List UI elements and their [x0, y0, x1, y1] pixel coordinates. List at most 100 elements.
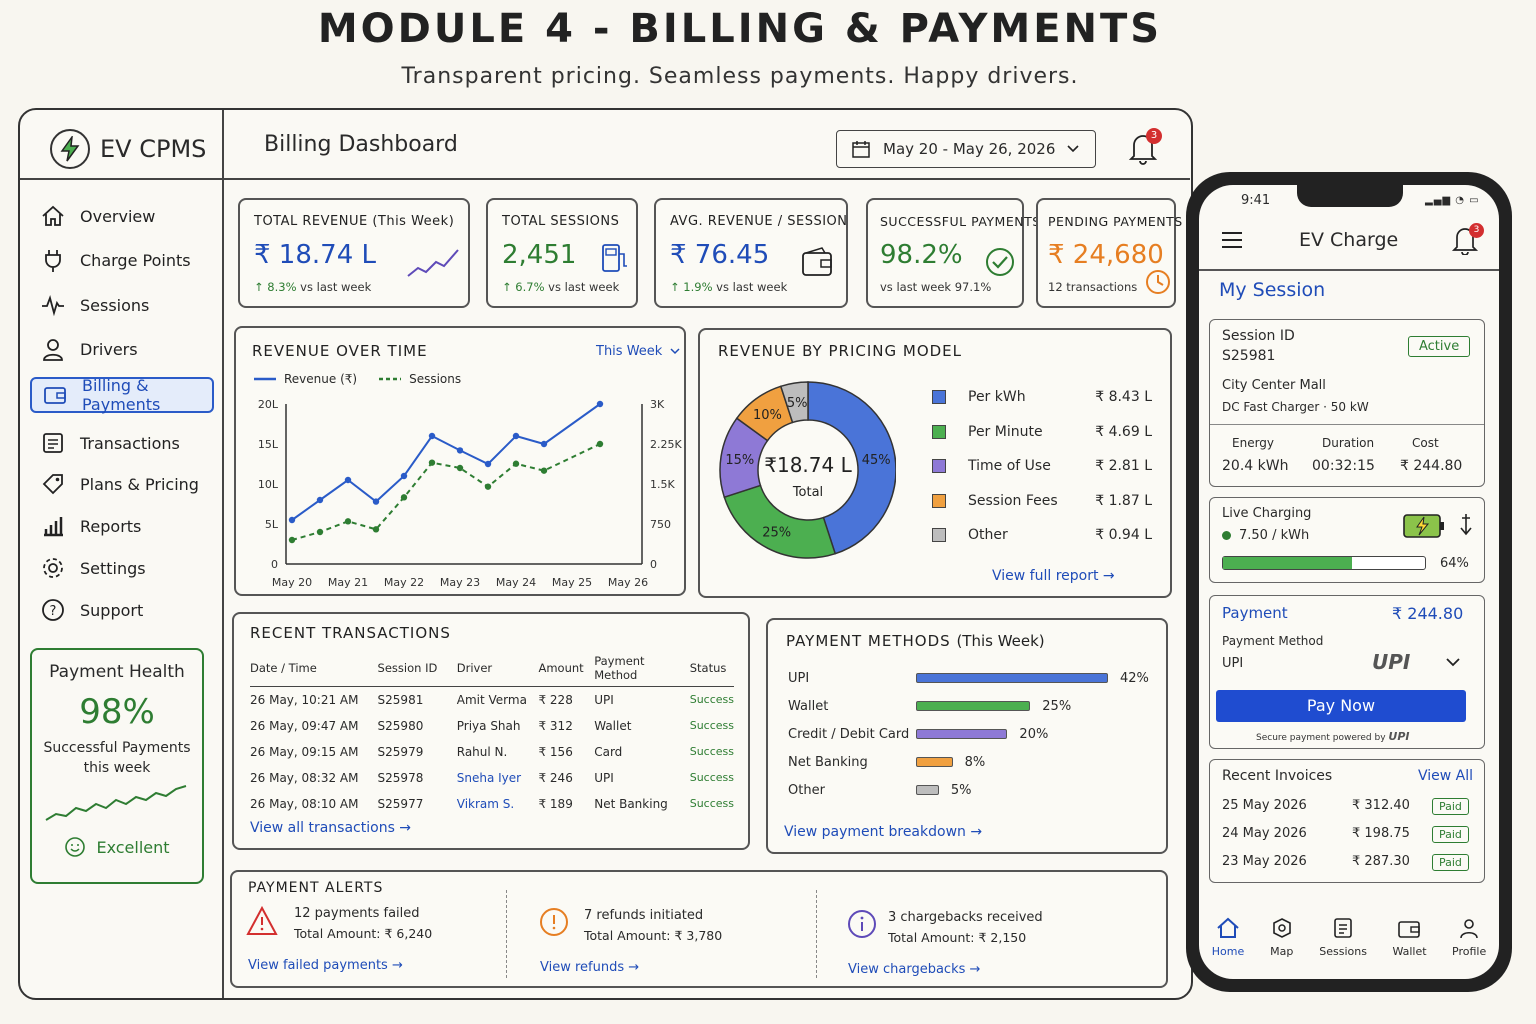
kpi-label: PENDING PAYMENTS [1048, 214, 1183, 229]
session-charger: DC Fast Charger · 50 kW [1222, 400, 1369, 414]
upi-logo: UPI [1372, 650, 1411, 674]
gear-icon [43, 558, 63, 578]
table-row[interactable]: 26 May, 08:32 AM S25978 Sneha Iyer ₹ 246 UPI… [250, 765, 734, 791]
sidebar-item-charge-points[interactable]: Charge Points [30, 242, 214, 278]
data-point [512, 460, 520, 467]
sidebar-item-sessions[interactable]: Sessions [30, 287, 214, 323]
sidebar-item-label: Sessions [80, 295, 150, 315]
payment-method-pct: 5% [950, 782, 972, 798]
sidebar-item-settings[interactable]: Settings [30, 550, 214, 586]
mobile-tab-bar: Home Map Sessions Wallet Profile [1199, 905, 1499, 975]
user-icon [43, 339, 63, 361]
kpi-delta-text: vs last week [716, 280, 788, 294]
tab-wallet[interactable]: Wallet [1392, 917, 1427, 958]
sidebar-item-reports[interactable]: Reports [30, 508, 214, 544]
sidebar-item-overview[interactable]: Overview [30, 198, 214, 234]
col-header: Driver [456, 654, 539, 687]
map-pin-icon [1272, 918, 1291, 938]
pricing-title: REVENUE BY PRICING MODEL [718, 342, 963, 360]
sidebar-item-plans[interactable]: Plans & Pricing [30, 466, 214, 502]
receipt-icon [43, 433, 63, 453]
battery-icon [1403, 514, 1444, 538]
date-range-picker[interactable]: May 20 - May 26, 2026 [836, 130, 1096, 168]
payment-method-label: UPI [788, 670, 810, 686]
payment-card: Payment ₹ 244.80 Payment Method UPI UPI … [1209, 595, 1485, 749]
cell-status: Success [689, 797, 734, 810]
tab-map[interactable]: Map [1270, 917, 1294, 958]
view-full-report-link[interactable]: View full report → [992, 568, 1115, 584]
table-row[interactable]: 26 May, 10:21 AM S25981 Amit Verma ₹ 228 UPI… [250, 687, 734, 713]
cell-driver: Amit Verma [456, 692, 527, 707]
kpi-total-revenue: TOTAL REVENUE (This Week) ₹ 18.74 L ↑ 8.… [238, 198, 470, 308]
view-payment-breakdown-link[interactable]: View payment breakdown → [784, 824, 983, 840]
charging-progress-fill [1223, 557, 1353, 569]
x-tick: May 21 [328, 576, 368, 589]
x-tick: May 23 [440, 576, 480, 589]
view-all-invoices-link[interactable]: View All [1418, 768, 1474, 784]
data-point [344, 518, 352, 525]
legend-amount: ₹ 0.94 L [1095, 527, 1152, 544]
alert-failed-payments: 12 payments failed Total Amount: ₹ 6,240… [246, 906, 526, 984]
kpi-avg-revenue: AVG. REVENUE / SESSION ₹ 76.45 ↑ 1.9% vs… [654, 198, 848, 308]
kpi-pending-payments: PENDING PAYMENTS ₹ 24,680 12 transaction… [1036, 198, 1182, 308]
energy-label: Energy [1232, 436, 1275, 450]
menu-icon[interactable] [1221, 231, 1243, 249]
payment-method-pct: 25% [1042, 698, 1072, 714]
pay-now-button[interactable]: Pay Now [1216, 690, 1466, 722]
chevron-down-icon[interactable] [1446, 658, 1460, 667]
view-chargebacks-link[interactable]: View chargebacks → [848, 962, 981, 977]
sidebar-item-label: Charge Points [80, 250, 191, 270]
slice-label: 5% [787, 396, 808, 411]
y-tick-left: 0 [271, 558, 278, 571]
data-point [540, 440, 548, 448]
cost-label: Cost [1412, 436, 1439, 450]
payment-method-bar [916, 701, 1031, 711]
session-card: Session ID S25981 Active City Center Mal… [1209, 319, 1485, 487]
view-refunds-link[interactable]: View refunds → [540, 960, 640, 975]
sidebar-item-drivers[interactable]: Drivers [30, 331, 214, 367]
view-all-transactions-link[interactable]: View all transactions → [250, 820, 412, 836]
view-failed-payments-link[interactable]: View failed payments → [248, 958, 403, 973]
transactions-title: RECENT TRANSACTIONS [250, 624, 451, 642]
y-tick-left: 5L [265, 518, 279, 531]
cell-date: 26 May, 09:47 AM [250, 718, 359, 733]
check-circle-icon [986, 248, 1014, 276]
donut-center-value: ₹18.74 L [764, 453, 852, 477]
app-logo[interactable]: EV CPMS [50, 124, 206, 174]
cell-method: Net Banking [594, 796, 668, 811]
sidebar-item-support[interactable]: ? Support [30, 592, 214, 628]
payment-health-card: Payment Health 98% Successful Payments t… [30, 648, 204, 884]
transactions-table: Date / Time Session ID Driver Amount Pay… [250, 654, 734, 817]
kpi-total-sessions: TOTAL SESSIONS 2,451 ↑ 6.7% vs last week [486, 198, 638, 308]
my-session-heading: My Session [1219, 279, 1326, 301]
invoice-date: 23 May 2026 [1222, 854, 1307, 869]
data-point [400, 494, 408, 501]
table-row[interactable]: 26 May, 08:10 AM S25977 Vikram S. ₹ 189 Net … [250, 791, 734, 817]
data-point [540, 467, 548, 474]
period-selector[interactable]: This Week [596, 344, 680, 359]
cell-status: Success [689, 771, 734, 784]
data-point [428, 459, 436, 466]
x-tick: May 22 [384, 576, 424, 589]
mobile-app-title: EV Charge [1299, 229, 1399, 251]
tab-profile[interactable]: Profile [1452, 917, 1486, 958]
tab-sessions[interactable]: Sessions [1319, 917, 1367, 958]
mobile-notification-bell[interactable]: 3 [1451, 223, 1485, 261]
legend-swatch [932, 424, 946, 439]
kpi-delta: 6.7% [515, 280, 545, 294]
payment-method-label: Other [788, 782, 825, 798]
table-row[interactable]: 26 May, 09:15 AM S25979 Rahul N. ₹ 156 Card S… [250, 739, 734, 765]
sidebar-item-billing[interactable]: Billing & Payments [30, 376, 214, 414]
notification-bell[interactable]: 3 [1126, 128, 1162, 168]
payment-method-row: UPI 42% [788, 664, 1158, 692]
table-row[interactable]: 26 May, 09:47 AM S25980 Priya Shah ₹ 312 Wal… [250, 713, 734, 739]
kpi-value: ₹ 24,680 [1048, 240, 1164, 270]
sidebar-item-transactions[interactable]: Transactions [30, 425, 214, 461]
legend-amount: ₹ 8.43 L [1095, 389, 1152, 406]
data-point [288, 536, 296, 544]
cell-method: UPI [594, 770, 614, 785]
charging-progress-bar [1222, 556, 1426, 570]
tab-home[interactable]: Home [1212, 917, 1244, 958]
alert-title: 12 payments failed [294, 906, 420, 921]
sessions-icon [1334, 918, 1352, 938]
